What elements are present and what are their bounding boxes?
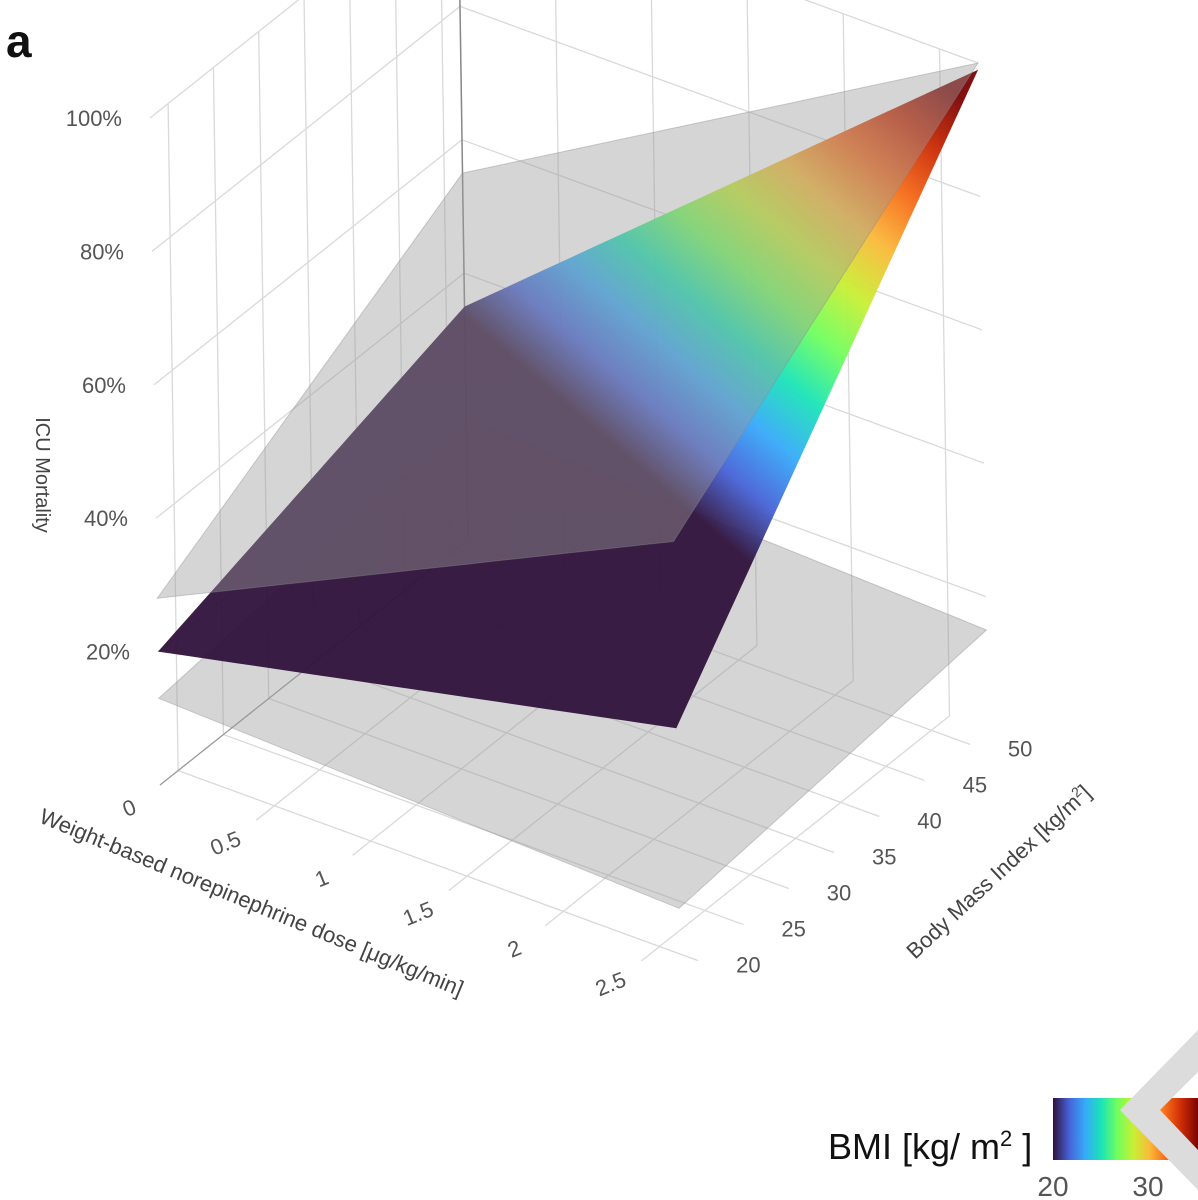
y-tick-label: 40: [917, 808, 941, 833]
y-tick-label: 45: [963, 772, 987, 797]
modebar-shadow-shape: [1120, 1030, 1198, 1190]
y-axis-title: Body Mass Index [kg/m2]: [901, 779, 1096, 963]
z-tick-label: 80%: [80, 239, 124, 264]
colorbar-tick: 30: [1132, 1171, 1163, 1200]
side-wall-gridline: [151, 5, 461, 252]
surfaces: [156, 62, 988, 909]
y-tick-label: 20: [736, 953, 760, 978]
colorbar-tick: 20: [1037, 1171, 1068, 1200]
z-tick-label: 40%: [84, 506, 128, 531]
y-tick-label: 50: [1008, 736, 1032, 761]
colorbar-title: BMI [kg/ m2 ]: [828, 1126, 1033, 1167]
floor-gridline: [223, 733, 744, 926]
estimate-surface: [158, 69, 979, 729]
side-wall-gridline: [149, 0, 300, 119]
side-wall-gridline: [155, 272, 465, 519]
floor-gridline: [313, 661, 835, 854]
y-tick-label: 30: [827, 881, 851, 906]
floor-gridline: [268, 697, 789, 890]
x-tick-label: 1.5: [399, 896, 437, 931]
z-tick-label: 20%: [86, 640, 130, 665]
back-wall-gridline: [803, 0, 979, 64]
x-tick-label: 2: [504, 935, 525, 963]
x-tick-label: 2.5: [592, 967, 630, 1002]
back-wall-gridline: [938, 48, 951, 716]
upper-ci-surface: [156, 62, 980, 599]
y-tick-label: 35: [872, 845, 896, 870]
y-tick-label: 25: [781, 917, 805, 942]
x-tick-label: 0.5: [207, 826, 245, 861]
z-tick-label: 100%: [66, 106, 122, 131]
floor-gridline: [177, 769, 699, 962]
x-tick-label: 1: [311, 865, 332, 893]
tick-labels: 100% 80% 60% 40% 20% 0 0.5 1 1.5 2 2.5 20 25 30 35 40 45…: [66, 106, 1033, 1001]
panel-label: a: [6, 15, 32, 67]
side-wall-gridline: [167, 103, 179, 771]
z-axis-title: ICU Mortality: [31, 417, 53, 533]
z-tick-label: 60%: [82, 373, 126, 398]
x-axis-title: Weight-based norepinephrine dose [μg/kg/…: [36, 804, 467, 1002]
side-wall-gridline: [153, 139, 463, 386]
x-tick-label: 0: [119, 794, 140, 822]
